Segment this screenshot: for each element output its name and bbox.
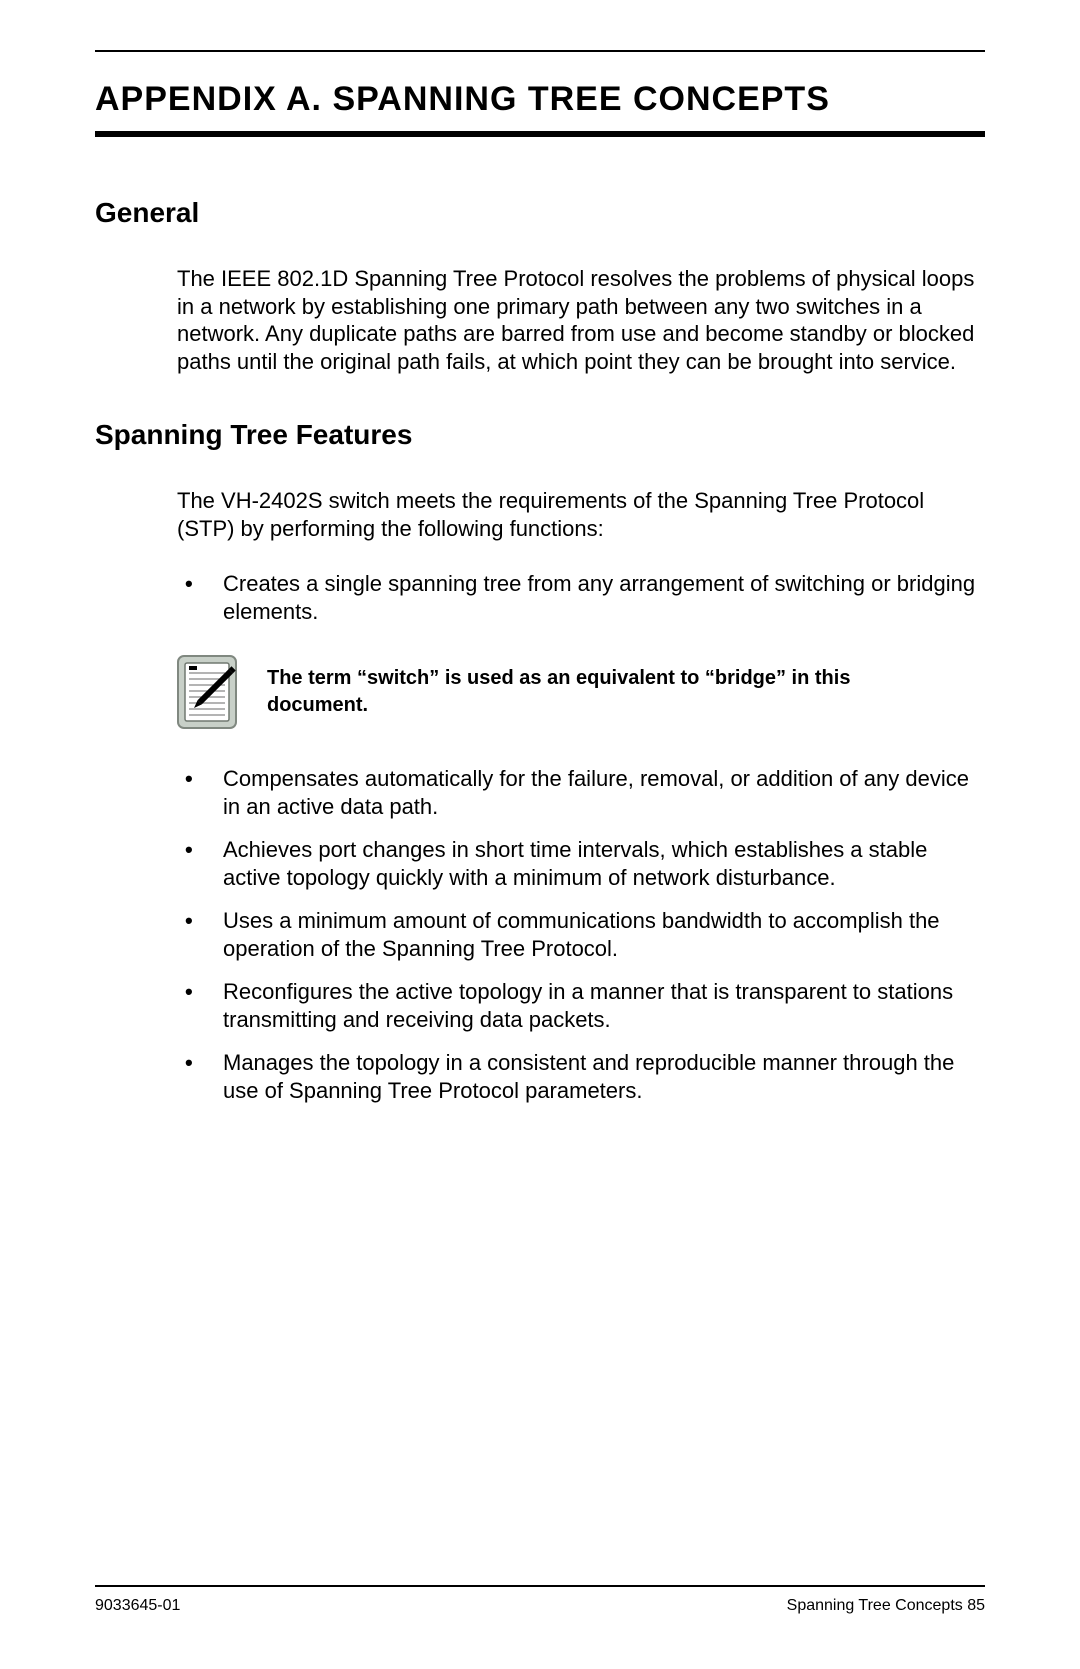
top-rule (95, 50, 985, 52)
section-general-heading: General (95, 197, 985, 229)
note-text: The term “switch” is used as an equivale… (267, 665, 867, 719)
list-item: Reconfigures the active topology in a ma… (177, 978, 985, 1033)
list-item: Achieves port changes in short time inte… (177, 836, 985, 891)
footer-rule (95, 1585, 985, 1587)
note-icon (177, 655, 237, 729)
features-bullet-list: Compensates automatically for the failur… (177, 765, 985, 1104)
appendix-title: APPENDIX A. SPANNING TREE CONCEPTS (95, 80, 985, 119)
section-features-heading: Spanning Tree Features (95, 419, 985, 451)
page-footer: 9033645-01 Spanning Tree Concepts 85 (95, 1585, 985, 1615)
features-first-bullet-list: Creates a single spanning tree from any … (177, 570, 985, 625)
section-general-body: The IEEE 802.1D Spanning Tree Protocol r… (177, 265, 985, 375)
list-item: Compensates automatically for the failur… (177, 765, 985, 820)
section-features-intro: The VH-2402S switch meets the requiremen… (177, 487, 985, 542)
title-rule (95, 131, 985, 137)
list-item: Creates a single spanning tree from any … (177, 570, 985, 625)
list-item: Manages the topology in a consistent and… (177, 1049, 985, 1104)
footer-doc-id: 9033645-01 (95, 1597, 180, 1615)
footer-page-label: Spanning Tree Concepts 85 (787, 1597, 985, 1615)
note-block: The term “switch” is used as an equivale… (177, 655, 985, 729)
list-item: Uses a minimum amount of communications … (177, 907, 985, 962)
